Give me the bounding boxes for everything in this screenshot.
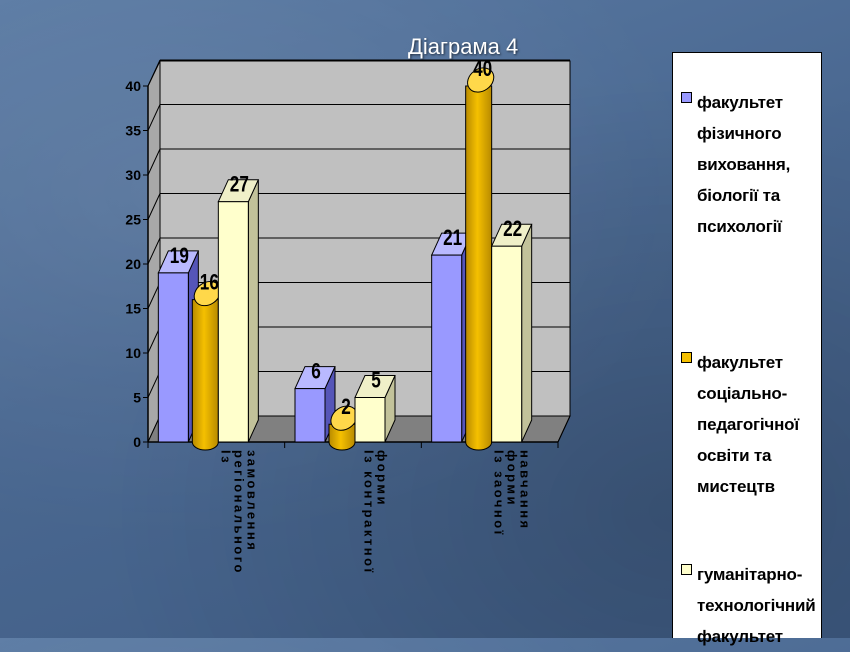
y-tick-label: 15	[125, 301, 141, 317]
legend-label-series-2: факультет соціально-педагогічної освіти …	[697, 353, 799, 496]
bar-s3-c1-side	[247, 179, 259, 443]
gridline-depth	[147, 148, 161, 176]
data-label-s1-c2: 6	[311, 360, 321, 385]
floor-edge	[557, 415, 571, 443]
gridline-depth	[147, 237, 161, 265]
legend-swatch-series-3	[681, 564, 692, 575]
y-tick-label: 25	[125, 212, 141, 228]
bar-s2-c3-top	[467, 67, 495, 93]
gridline-depth	[147, 104, 161, 131]
bar-s1-c1	[157, 272, 189, 443]
bar-s2-c1	[191, 299, 219, 451]
data-label-s2-c2: 2	[341, 395, 351, 420]
y-tick-label: 5	[133, 390, 141, 406]
bar-s1-c3	[431, 254, 463, 443]
data-label-s2-c3: 40	[473, 57, 492, 82]
data-label-s3-c1: 27	[230, 173, 249, 198]
legend-label-series-3: гуманітарно-технологічний факультет	[697, 565, 816, 646]
bar-chart: 0 5 10 15 20 25 30 35 40 19 6 21 16 2 40 27 5 22 Із регіона…	[125, 57, 571, 575]
legend-label-series-1: факультет фізичного виховання, біології …	[697, 93, 791, 236]
y-tick-label: 0	[133, 434, 141, 450]
data-label-s1-c1: 19	[170, 244, 189, 269]
y-tick-label: 40	[125, 78, 141, 94]
data-label-s1-c3: 21	[443, 226, 462, 251]
x-category-label-line: Із заочної	[492, 450, 507, 537]
data-label-s3-c2: 5	[371, 369, 381, 394]
bar-s1-c2	[294, 388, 326, 443]
x-category-label-line: замовлення	[244, 450, 259, 552]
y-tick-label: 30	[125, 167, 141, 183]
gridline-depth	[147, 193, 161, 220]
x-category-label-line: Із контрактної	[362, 450, 377, 575]
x-category-label-line: Із	[218, 450, 233, 465]
bar-s3-c2	[354, 397, 386, 443]
bar-s3-c1	[217, 201, 249, 443]
bar-s3-c3	[491, 245, 523, 443]
x-category-label-line: форми	[505, 450, 520, 507]
chart-svg: 0 5 10 15 20 25 30 35 40 19 6 21 16 2 40 27 5 22 Ізрегіона…	[125, 57, 571, 575]
x-category-label-line: навчання	[518, 450, 533, 531]
y-tick-label: 35	[125, 123, 141, 139]
y-tick-label: 20	[125, 256, 141, 272]
bar-s3-c3-side	[521, 223, 533, 443]
chart-legend: факультет фізичного виховання, біології …	[672, 52, 822, 646]
y-tick-label: 10	[125, 345, 141, 361]
data-label-s2-c1: 16	[200, 271, 219, 296]
x-category-label-line: форми	[375, 450, 390, 507]
legend-swatch-series-2	[681, 352, 692, 363]
legend-swatch-series-1	[681, 92, 692, 103]
slide-title: Діаграма 4	[408, 34, 519, 59]
bar-s2-c3	[465, 85, 493, 451]
x-category-label-line: регіонального	[231, 450, 246, 575]
gridline-depth	[147, 59, 161, 87]
data-label-s3-c3: 22	[503, 217, 522, 242]
